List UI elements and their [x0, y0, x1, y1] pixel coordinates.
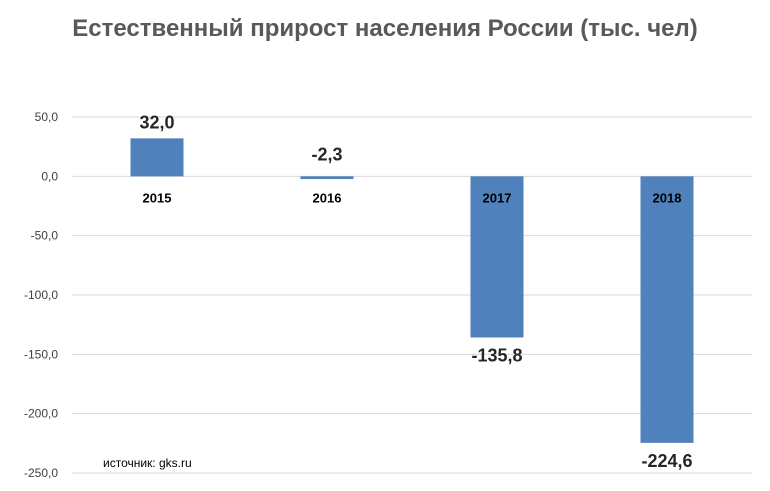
y-tick-label: -100,0 [24, 288, 58, 302]
gridlines [72, 116, 752, 474]
bar-2017 [470, 176, 524, 338]
category-label: 2017 [483, 190, 512, 205]
source-note: источник: gks.ru [103, 456, 192, 470]
data-label: 32,0 [139, 112, 174, 132]
data-labels: 32,0 -2,3 -135,8 -224,6 [139, 112, 692, 470]
data-label: -135,8 [471, 345, 522, 365]
category-label: 2018 [653, 190, 682, 205]
data-label: -224,6 [641, 451, 692, 471]
chart-title: Естественный прирост населения России (т… [72, 15, 697, 42]
bars [130, 138, 694, 443]
y-tick-label: -50,0 [31, 229, 59, 243]
category-label: 2015 [143, 190, 172, 205]
category-label: 2016 [313, 190, 342, 205]
y-tick-label: -250,0 [24, 466, 58, 480]
y-tick-label: -150,0 [24, 347, 58, 361]
bar-2016 [300, 176, 354, 180]
y-tick-label: 50,0 [35, 110, 59, 124]
y-tick-label: 0,0 [41, 169, 58, 183]
bar-2015 [130, 138, 184, 177]
category-labels: 2015 2016 2017 2018 [143, 190, 682, 205]
y-axis-ticks: 50,0 0,0 -50,0 -100,0 -150,0 -200,0 -250,0 [24, 110, 58, 480]
bar-2018 [640, 176, 694, 443]
y-tick-label: -200,0 [24, 407, 58, 421]
data-label: -2,3 [311, 144, 342, 164]
